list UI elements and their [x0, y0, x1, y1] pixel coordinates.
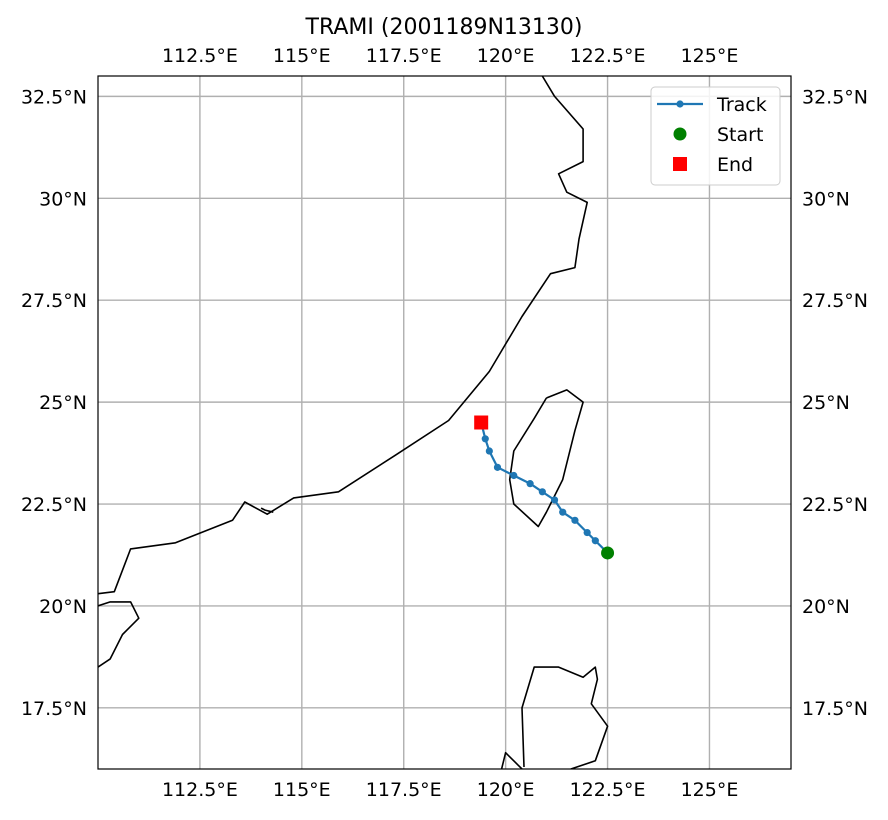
lon-tick-label-bottom: 122.5°E — [570, 779, 646, 801]
coastline — [521, 666, 609, 769]
lat-tick-label-left: 22.5°N — [21, 494, 87, 516]
lat-tick-label-left: 30°N — [39, 188, 87, 210]
lat-tick-label-left: 20°N — [39, 596, 87, 618]
tick-labels: 112.5°E 112.5°E 115°E 115°E 117.5°E 117.5°E 12… — [21, 45, 868, 801]
legend-label: Track — [716, 94, 767, 116]
lon-tick-label-top: 122.5°E — [570, 45, 646, 67]
lon-tick-label-bottom: 120°E — [477, 779, 535, 801]
lat-tick-label-right: 20°N — [802, 596, 850, 618]
track-point — [591, 537, 599, 545]
lon-tick-label-top: 115°E — [273, 45, 331, 67]
track-point — [583, 528, 591, 537]
legend-track-dot — [676, 100, 684, 108]
lat-tick-label-right: 27.5°N — [802, 290, 868, 312]
legend: Track Start End — [650, 86, 781, 186]
track-point — [571, 516, 579, 524]
lon-tick-label-bottom: 115°E — [273, 779, 331, 801]
grid-lines — [98, 76, 791, 769]
lat-tick-label-right: 32.5°N — [802, 86, 868, 108]
legend-label: Start — [717, 124, 763, 146]
start-marker — [601, 546, 615, 560]
legend-start-marker — [673, 127, 687, 141]
lat-tick-label-left: 27.5°N — [21, 290, 87, 312]
end-marker — [474, 415, 489, 430]
lat-tick-label-right: 17.5°N — [802, 698, 868, 720]
track-point — [510, 471, 518, 480]
track-point — [481, 435, 489, 443]
coastline — [508, 389, 584, 528]
lon-tick-label-top: 120°E — [477, 45, 535, 67]
track-point — [526, 480, 534, 488]
plot-frame — [97, 75, 792, 770]
lon-tick-label-bottom: 125°E — [681, 779, 739, 801]
lon-tick-label-top: 117.5°E — [366, 45, 442, 67]
lon-tick-label-top: 112.5°E — [162, 45, 238, 67]
track-point — [493, 463, 502, 471]
track-layer — [474, 415, 615, 560]
track-point — [538, 488, 546, 496]
chart-title: TRAMI (2001189N13130) — [305, 15, 583, 40]
lat-tick-label-left: 25°N — [39, 392, 87, 414]
coastline — [98, 601, 140, 668]
lat-tick-label-left: 17.5°N — [21, 698, 87, 720]
track-point — [550, 496, 559, 504]
lat-tick-label-right: 30°N — [802, 188, 850, 210]
coastline — [260, 507, 274, 513]
lon-tick-label-bottom: 117.5°E — [366, 779, 442, 801]
track-point — [485, 447, 493, 455]
legend-label: End — [717, 154, 753, 176]
lon-tick-label-bottom: 112.5°E — [162, 779, 238, 801]
coastline — [98, 76, 589, 595]
lat-tick-label-left: 32.5°N — [21, 86, 87, 108]
lat-tick-label-right: 25°N — [802, 392, 850, 414]
lon-tick-label-top: 125°E — [681, 45, 739, 67]
coastline — [500, 751, 523, 769]
legend-end-marker — [673, 157, 687, 171]
track-point — [559, 508, 567, 516]
coastlines — [98, 76, 609, 769]
lat-tick-label-right: 22.5°N — [802, 494, 868, 516]
